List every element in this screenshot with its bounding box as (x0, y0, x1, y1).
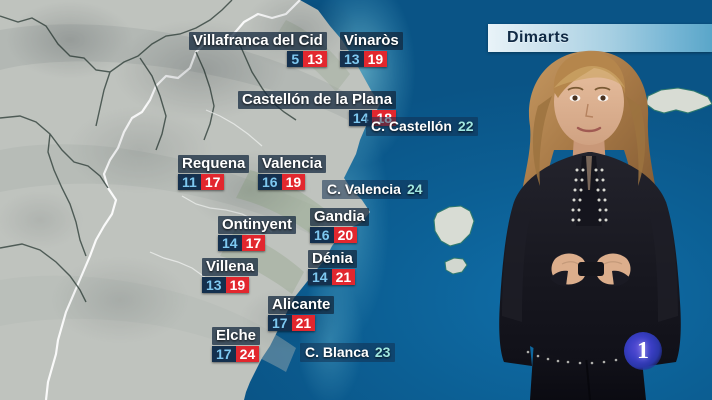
sea-name: C. Castellón (371, 118, 452, 134)
temp-min: 17 (212, 346, 236, 362)
temp-min: 16 (310, 227, 334, 243)
presenter-clicker (578, 262, 604, 276)
temperature-pair: 16 19 (258, 174, 306, 190)
temp-min: 16 (258, 174, 282, 190)
day-banner: Dimarts (488, 24, 712, 52)
relief-band-south (0, 275, 296, 372)
temperature-pair: 16 20 (310, 227, 358, 243)
city-name: Gandia (310, 208, 369, 226)
city-label-ontinyent: Ontinyent 14 17 (218, 216, 296, 251)
city-label-gandia: Gandia 16 20 (310, 208, 369, 243)
relief-band-central (0, 144, 330, 238)
temp-max: 24 (235, 346, 260, 362)
city-name: Valencia (258, 155, 327, 173)
presenter-blouse (499, 152, 681, 366)
temp-min: 13 (202, 277, 226, 293)
temperature-pair: 5 13 (287, 51, 327, 67)
island-formentera (444, 257, 468, 275)
city-name: Villena (202, 258, 259, 276)
island-ibiza (433, 205, 475, 247)
channel-logo-tve1: 1 (624, 332, 662, 370)
presenter-face-features (567, 86, 611, 133)
city-name: Dénia (308, 250, 357, 268)
temperature-pair: 17 24 (212, 346, 260, 362)
sea-value: 24 (406, 181, 423, 197)
city-label-valencia: Valencia 16 19 (258, 155, 327, 190)
temp-max: 19 (281, 174, 306, 190)
temp-min: 17 (268, 315, 292, 331)
city-label-requena: Requena 11 17 (178, 155, 250, 190)
sea-value: 23 (374, 344, 391, 360)
temp-max: 21 (291, 315, 316, 331)
city-label-alicante: Alicante 17 21 (268, 296, 335, 331)
city-name: Ontinyent (218, 216, 296, 234)
temp-max: 19 (225, 277, 250, 293)
sea-temp-valencia: C. Valencia 24 (322, 180, 428, 199)
temperature-pair: 14 17 (218, 235, 266, 251)
city-name: Requena (178, 155, 250, 173)
temperature-pair: 14 21 (308, 269, 356, 285)
temperature-pair: 11 17 (178, 174, 225, 190)
city-label-villena: Villena 13 19 (202, 258, 259, 293)
island-mallorca (645, 87, 712, 114)
city-label-vinaros: Vinaròs 13 19 (340, 32, 403, 67)
temp-max: 13 (303, 51, 327, 67)
city-name: Alicante (268, 296, 335, 314)
relief-band-north (0, 24, 352, 121)
sea-temp-castellon: C. Castellón 22 (366, 117, 479, 136)
city-label-elche: Elche 17 24 (212, 327, 261, 362)
temperature-pair: 17 21 (268, 315, 316, 331)
presenter-hair-front (553, 52, 626, 98)
temp-max: 17 (241, 235, 266, 251)
city-name: Elche (212, 327, 261, 345)
city-name: Vinaròs (340, 32, 403, 50)
interior-boundaries (0, 0, 297, 303)
blouse-placket (576, 156, 602, 226)
channel-number: 1 (637, 338, 649, 364)
city-label-denia: Dénia 14 21 (308, 250, 357, 285)
temp-min: 14 (308, 269, 332, 285)
temp-max: 20 (333, 227, 358, 243)
temperature-pair: 13 19 (340, 51, 388, 67)
city-label-castellon-de-la-plana: Castellón de la Plana 14 18 (238, 91, 397, 126)
temp-min: 11 (178, 174, 201, 190)
weather-presenter (470, 40, 712, 400)
sea-name: C. Blanca (305, 344, 369, 360)
city-name: Villafranca del Cid (189, 32, 327, 50)
sea-name: C. Valencia (327, 181, 401, 197)
temp-min: 13 (340, 51, 364, 67)
blouse-bead-trim (526, 168, 652, 365)
temp-min: 14 (218, 235, 242, 251)
temp-max: 21 (331, 269, 356, 285)
city-name: Castellón de la Plana (238, 91, 397, 109)
temp-max: 19 (363, 51, 388, 67)
day-label: Dimarts (507, 29, 570, 46)
sea-temp-blanca: C. Blanca 23 (300, 343, 396, 362)
temperature-pair: 13 19 (202, 277, 250, 293)
temp-min: 5 (287, 51, 304, 67)
sea-value: 22 (457, 118, 474, 134)
temp-max: 17 (200, 174, 225, 190)
city-label-villafranca-del-cid: Villafranca del Cid 5 13 (189, 32, 327, 67)
